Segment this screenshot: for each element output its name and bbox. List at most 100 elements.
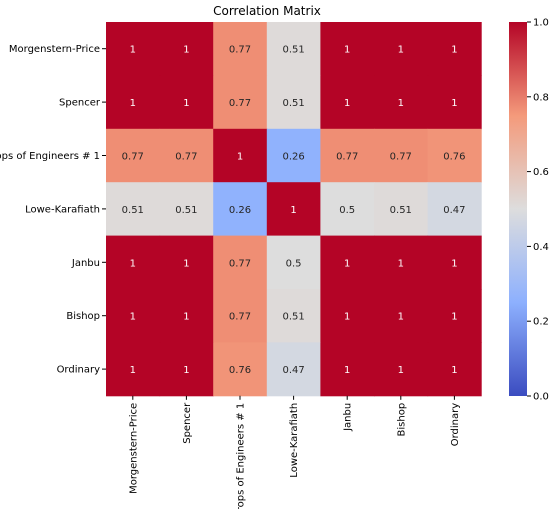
- cell-value-label: 1: [130, 365, 136, 376]
- cell-value-label: 1: [398, 98, 404, 109]
- heatmap-cell: [159, 235, 214, 290]
- cell-value-label: 1: [183, 98, 189, 109]
- heatmap-cell: [159, 22, 214, 76]
- cell-value-label: 1: [237, 152, 243, 163]
- heatmap-cells: [106, 22, 482, 397]
- cell-value-label: 1: [344, 365, 350, 376]
- heatmap-cell: [320, 235, 375, 290]
- heatmap-cell: [106, 75, 161, 130]
- heatmap-cell: [320, 22, 375, 76]
- colorbar: [509, 22, 527, 396]
- heatmap-cell: [374, 22, 429, 76]
- colorbar-tick-label: 0.0: [533, 392, 549, 403]
- cell-value-label: 1: [130, 312, 136, 323]
- cell-value-label: 0.77: [122, 152, 144, 163]
- cell-value-label: 0.77: [229, 312, 251, 323]
- cell-value-label: 0.77: [390, 152, 412, 163]
- heatmap-cell: [427, 342, 482, 397]
- cell-value-label: 0.77: [175, 152, 197, 163]
- heatmap-cell: [427, 289, 482, 343]
- heatmap-cell: [266, 182, 321, 237]
- cell-value-label: 0.76: [229, 365, 251, 376]
- cell-value-label: 1: [451, 365, 457, 376]
- cell-value-label: 1: [451, 258, 457, 269]
- heatmap-cell: [213, 235, 268, 290]
- heatmap-cell: [106, 235, 161, 290]
- heatmap-cell: [320, 75, 375, 130]
- heatmap-cell: [374, 182, 429, 237]
- heatmap-cell: [266, 75, 321, 130]
- cell-value-label: 0.5: [286, 258, 302, 269]
- row-label: Janbu: [71, 258, 100, 269]
- cell-value-label: 1: [344, 312, 350, 323]
- heatmap-cell: [374, 289, 429, 343]
- row-labels: Morgenstern-Price Spencer Crops of Enginee…: [0, 44, 106, 376]
- heatmap-cell: [427, 235, 482, 290]
- heatmap-cell: [320, 128, 375, 183]
- cell-value-label: 0.47: [282, 365, 304, 376]
- column-label: Bishop: [396, 403, 407, 437]
- heatmap-cell: [159, 342, 214, 397]
- heatmap-cell: [159, 182, 214, 237]
- column-label: Janbu: [343, 403, 354, 432]
- colorbar-tick-label: 0.6: [533, 167, 549, 178]
- cell-value-label: 0.51: [282, 312, 304, 323]
- row-label: Lowe-Karafiath: [25, 204, 100, 215]
- heatmap-cell: [320, 289, 375, 343]
- heatmap-cell: [427, 75, 482, 130]
- heatmap-cell: [266, 22, 321, 76]
- heatmap-cell: [159, 128, 214, 183]
- heatmap-cell: [266, 128, 321, 183]
- heatmap-cell: [106, 182, 161, 237]
- heatmap-cell: [106, 342, 161, 397]
- heatmap-cell: [427, 128, 482, 183]
- heatmap-cell: [213, 128, 268, 183]
- cell-value-label: 1: [130, 98, 136, 109]
- column-label: Spencer: [182, 402, 193, 444]
- column-label: Morgenstern-Price: [128, 403, 139, 494]
- heatmap-cell: [106, 128, 161, 183]
- cell-value-label: 0.26: [229, 205, 251, 216]
- heatmap-cell: [266, 235, 321, 290]
- heatmap-cell: [374, 75, 429, 130]
- colorbar-ticks: 0.0 0.2 0.4 0.6 0.8 1.0: [527, 18, 549, 403]
- colorbar-tick-label: 0.8: [533, 92, 549, 103]
- cell-value-label: 1: [183, 312, 189, 323]
- heatmap-cell: [213, 182, 268, 237]
- heatmap-cell: [213, 75, 268, 130]
- cell-value-label: 1: [130, 258, 136, 269]
- cell-value-label: 1: [290, 205, 296, 216]
- cell-value-label: 0.51: [175, 205, 197, 216]
- chart-title: Correlation Matrix: [213, 4, 321, 18]
- cell-value-label: 0.47: [443, 205, 465, 216]
- cell-value-label: 0.77: [336, 152, 358, 163]
- heatmap-cell: [266, 342, 321, 397]
- cell-value-label: 1: [183, 365, 189, 376]
- heatmap-cell: [374, 235, 429, 290]
- cell-value-label: 1: [398, 312, 404, 323]
- heatmap-cell: [374, 342, 429, 397]
- row-label: Crops of Engineers # 1: [0, 151, 100, 162]
- heatmap-cell: [427, 22, 482, 76]
- row-label: Morgenstern-Price: [9, 44, 100, 55]
- cell-value-label: 1: [451, 312, 457, 323]
- heatmap-cell: [159, 75, 214, 130]
- cell-value-label: 0.77: [229, 98, 251, 109]
- cell-value-label: 0.5: [339, 205, 355, 216]
- heatmap-cell: [159, 289, 214, 343]
- cell-value-label: 0.26: [282, 152, 304, 163]
- cell-value-label: 0.51: [282, 98, 304, 109]
- cell-value-label: 1: [451, 98, 457, 109]
- column-label: Ordinary: [450, 403, 461, 447]
- cell-value-label: 1: [183, 45, 189, 56]
- column-label: Lowe-Karafiath: [289, 403, 300, 478]
- heatmap-cell: [320, 342, 375, 397]
- heatmap-cell: [106, 289, 161, 343]
- cell-value-label: 0.77: [229, 258, 251, 269]
- row-label: Spencer: [59, 98, 101, 109]
- cell-value-label: 1: [451, 45, 457, 56]
- cell-value-label: 1: [344, 45, 350, 56]
- heatmap-cell: [427, 182, 482, 237]
- heatmap-cell: [266, 289, 321, 343]
